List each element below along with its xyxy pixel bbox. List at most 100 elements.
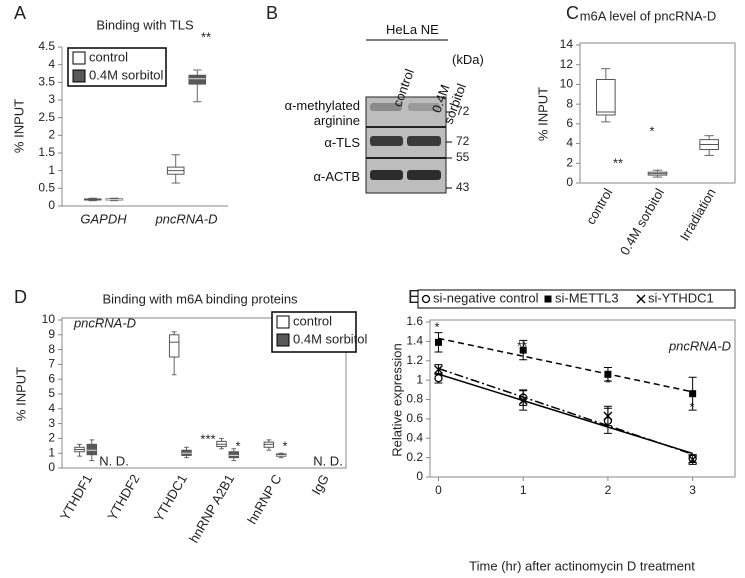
panel-label: C <box>566 3 579 23</box>
annotation: ** <box>613 155 623 170</box>
y-tick-label: 3.5 <box>38 75 55 89</box>
panel-label: E <box>408 287 420 307</box>
y-tick-label: 1 <box>48 445 55 459</box>
y-tick-label: 14 <box>560 37 574 51</box>
y-tick-label: 1.2 <box>406 353 423 367</box>
annotation: *** <box>200 431 215 446</box>
y-tick-label: 2.5 <box>38 110 55 124</box>
legend-marker <box>421 294 431 304</box>
y-tick-label: 2 <box>566 155 573 169</box>
y-tick-label: 4 <box>48 57 55 71</box>
chart-title: m6A level of pncRNA-D <box>580 8 717 23</box>
antibody-label: α-methylated arginine <box>284 98 360 128</box>
y-tick-label: 7 <box>48 357 55 371</box>
legend-label: control <box>89 49 128 64</box>
y-tick-label: 0.2 <box>406 450 423 464</box>
x-tick-label: YTHDF2 <box>104 472 142 523</box>
x-tick-label: YTHDC1 <box>151 472 190 525</box>
marker-label: 43 <box>456 180 470 194</box>
point <box>434 338 442 346</box>
legend-label: 0.4M sorbitol <box>89 67 164 82</box>
annotation: ** <box>201 29 211 44</box>
y-tick-label: 6 <box>566 116 573 130</box>
legend-label: si-YTHDC1 <box>648 290 714 305</box>
box <box>168 334 180 358</box>
x-tick-label: control <box>583 186 616 227</box>
y-axis-label: % INPUT <box>13 367 28 421</box>
legend-frame <box>417 289 736 309</box>
y-tick-label: 10 <box>560 77 574 91</box>
point <box>688 455 698 465</box>
y-tick-label: 0.6 <box>406 411 423 425</box>
x-tick-label: GAPDH <box>80 211 127 226</box>
x-tick-label: Irradiation <box>677 186 719 244</box>
x-tick-label: 0.4M sorbitol <box>617 186 667 258</box>
box <box>188 74 207 85</box>
legend-label: si-negative control <box>433 290 539 305</box>
point <box>434 374 443 383</box>
y-tick-label: 5 <box>48 386 55 400</box>
point <box>689 390 697 398</box>
blot-header: HeLa NE <box>386 22 439 37</box>
box <box>86 443 98 456</box>
antibody-label: α-TLS <box>324 135 360 150</box>
y-tick-label: 1.5 <box>38 145 55 159</box>
annotation: N. D. <box>313 453 343 468</box>
y-tick-label: 0.5 <box>38 181 55 195</box>
y-axis-label: % INPUT <box>11 99 26 153</box>
point <box>433 364 443 374</box>
trend-line <box>438 337 693 393</box>
y-tick-label: 0.4 <box>406 430 423 444</box>
legend-swatch <box>276 333 290 347</box>
y-tick-label: 12 <box>560 57 574 71</box>
x-tick-label: 0 <box>435 483 442 497</box>
point <box>604 370 612 378</box>
legend-label: si-METTL3 <box>555 290 619 305</box>
annotation: pncRNA-D <box>668 338 731 353</box>
point <box>603 411 613 421</box>
y-tick-label: 4 <box>566 136 573 150</box>
annotation: ** <box>517 338 527 353</box>
blot-unit: (kDa) <box>452 52 484 67</box>
chart-title: Binding with m6A binding proteins <box>102 291 298 306</box>
plot-frame <box>579 42 736 184</box>
legend-label: 0.4M sorbitol <box>293 331 368 346</box>
legend-marker <box>636 294 646 304</box>
y-tick-label: 10 <box>42 312 56 326</box>
annotation: * <box>605 375 610 390</box>
legend-swatch <box>276 315 290 329</box>
y-tick-label: 0 <box>48 198 55 212</box>
marker-label: 72 <box>456 104 470 118</box>
annotation: * <box>434 319 439 334</box>
x-tick-label: pncRNA-D <box>154 211 217 226</box>
annotation: * <box>689 399 694 414</box>
annotation: N. D. <box>99 453 129 468</box>
blot-image <box>365 39 448 194</box>
legend-label: control <box>293 313 332 328</box>
plot-frame <box>429 319 736 478</box>
y-tick-label: 3 <box>48 92 55 106</box>
plot-frame <box>61 317 347 469</box>
y-tick-label: 1.6 <box>406 314 423 328</box>
annotation: * <box>649 123 654 138</box>
x-tick-label: 2 <box>605 483 612 497</box>
x-tick-label: 1 <box>520 483 527 497</box>
legend-swatch <box>72 51 86 65</box>
y-tick-label: 0 <box>416 469 423 483</box>
y-tick-label: 8 <box>566 96 573 110</box>
antibody-label: α-ACTB <box>313 169 360 184</box>
y-tick-label: 2 <box>48 431 55 445</box>
y-tick-label: 6 <box>48 371 55 385</box>
y-tick-label: 4 <box>48 401 55 415</box>
y-tick-label: 0.8 <box>406 392 423 406</box>
annotation: pncRNA-D <box>73 315 136 330</box>
y-axis-label: Relative expression <box>389 343 404 456</box>
annotation: * <box>282 438 287 453</box>
marker-label: 72 <box>456 134 470 148</box>
y-axis-label: % INPUT <box>535 87 550 141</box>
panel-label: B <box>266 3 278 23</box>
y-tick-label: 1.4 <box>406 334 423 348</box>
panel-label: D <box>14 287 27 307</box>
